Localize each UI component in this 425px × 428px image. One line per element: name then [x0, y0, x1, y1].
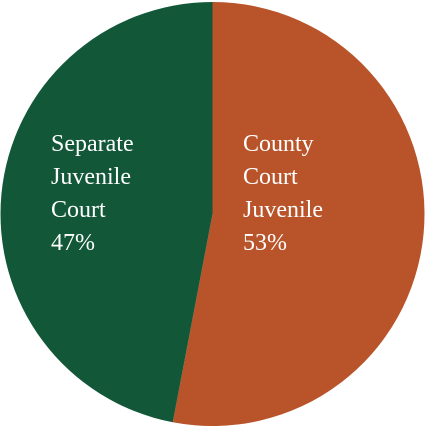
label-separate-juvenile-court: Separate Juvenile Court 47%	[51, 131, 140, 256]
label-line: Separate	[51, 131, 134, 157]
label-percent: 47%	[51, 230, 95, 256]
label-percent: 53%	[243, 230, 287, 256]
label-line: Juvenile	[243, 197, 323, 223]
pie-slice-county-court-juvenile	[172, 2, 425, 426]
label-line: Court	[51, 197, 106, 223]
pie-slice-separate-juvenile-court	[0, 2, 213, 423]
label-line: County	[243, 131, 314, 157]
label-line: Juvenile	[51, 164, 131, 190]
label-line: Court	[243, 164, 298, 190]
label-county-court-juvenile: County Court Juvenile 53%	[243, 131, 329, 256]
